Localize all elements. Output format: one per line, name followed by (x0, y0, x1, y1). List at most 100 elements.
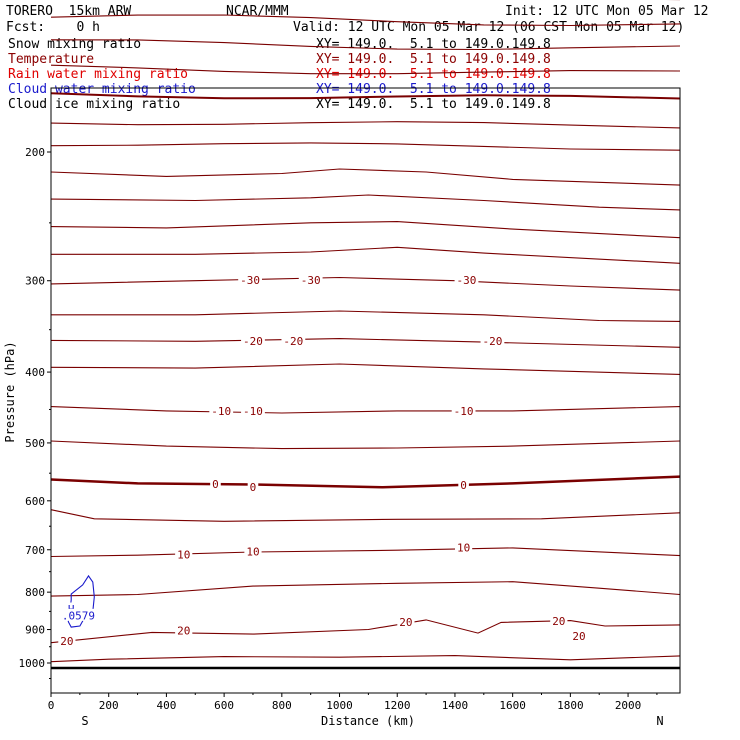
temperature-isotherm (50, 581, 681, 597)
contour-label-bg (298, 273, 323, 286)
contour-label-bg (244, 545, 262, 558)
xy-cloud-water: XY= 149.0. 5.1 to 149.0.149.8 (316, 82, 551, 97)
temperature-isotherm (50, 509, 681, 522)
contour-label: 20 (552, 615, 565, 628)
contour-label: -30 (301, 274, 321, 287)
contour-label: -10 (243, 405, 263, 418)
temperature-isotherm (50, 338, 681, 348)
contour-label-bg (59, 608, 97, 621)
temperature-isotherm (50, 655, 681, 663)
x-tick-label: 600 (214, 699, 234, 712)
plot-frame (50, 87, 681, 694)
contour-label: .0579 (62, 609, 95, 622)
contour-label-bg (247, 480, 259, 493)
x-tick-label: 2000 (615, 699, 642, 712)
contour-label: -20 (483, 335, 503, 348)
x-tick-label: 1800 (557, 699, 584, 712)
x-tick-label: 200 (99, 699, 119, 712)
contour-label: 20 (60, 635, 73, 648)
stratosphere-isotherm (50, 39, 681, 51)
legend-rain: Rain water mixing ratio (8, 67, 189, 82)
contour-label-bg (451, 404, 476, 417)
x-tick-label: 1400 (442, 699, 469, 712)
stratosphere-isotherm (50, 92, 681, 100)
contour-label: 10 (177, 549, 190, 562)
contour-label: -10 (211, 405, 231, 418)
x-tick-label: 0 (48, 699, 55, 712)
legend-temperature: Temperature (8, 52, 95, 67)
y-axis-title: Pressure (hPa) (3, 341, 17, 442)
temperature-isotherm (50, 475, 681, 489)
contour-label-bg (570, 629, 588, 642)
y-axis-ticks: 200 300 400 500 600 700 800 900 1000 (19, 146, 51, 679)
valid-time: Valid: 12 UTC Mon 05 Mar 12 (06 CST Mon … (293, 20, 685, 35)
temperature-contours (50, 0, 681, 663)
contour-label-bg (241, 334, 265, 347)
y-tick-label: 200 (25, 146, 45, 159)
contour-label: 0 (250, 481, 257, 494)
legend-cloud-water: Cloud water mixing ratio (8, 82, 196, 97)
y-tick-label: 400 (25, 366, 45, 379)
contour-label-bg (65, 602, 77, 615)
contour-label: 0 (212, 478, 219, 491)
temperature-isotherm (50, 547, 681, 558)
x-tick-label: 800 (272, 699, 292, 712)
temperature-isotherm (50, 440, 681, 450)
legend-snow: Snow mixing ratio (8, 37, 142, 52)
contour-label: 20 (399, 616, 412, 629)
xy-cloud-ice: XY= 149.0. 5.1 to 149.0.149.8 (316, 97, 551, 112)
contour-label-bg (550, 614, 568, 627)
contour-label-bg (454, 273, 479, 286)
temperature-isotherm (51, 310, 681, 322)
contour-label: 0 (460, 479, 467, 492)
temperature-isotherm (50, 619, 681, 644)
y-tick-label: 800 (25, 586, 45, 599)
contour-label: -30 (457, 274, 477, 287)
south-end-label: S (81, 714, 88, 728)
contour-label-bg (175, 623, 193, 636)
stratosphere-isotherm (50, 142, 681, 151)
temperature-isotherm (50, 406, 681, 414)
xy-rain: XY= 149.0. 5.1 to 149.0.149.8 (316, 67, 551, 82)
temperature-isotherm (50, 276, 681, 291)
contour-label-bg (58, 634, 76, 647)
north-end-label: N (656, 714, 663, 728)
legend-cloud-ice: Cloud ice mixing ratio (8, 97, 181, 112)
contour-label: -10 (454, 405, 474, 418)
x-tick-label: 1200 (384, 699, 411, 712)
temperature-isotherm (50, 168, 681, 186)
stratosphere-isotherm (50, 14, 681, 27)
contour-label-bg (281, 334, 306, 347)
contour-label-bg (455, 540, 473, 553)
contour-labels: -81.37-80.99-81.34-82.08-30-30-30-20-20-… (58, 273, 588, 648)
contour-label-bg (241, 404, 265, 417)
contour-label: 10 (457, 541, 470, 554)
stratosphere-isotherm (50, 64, 681, 75)
contour-label: -20 (243, 335, 263, 348)
init-time: Init: 12 UTC Mon 05 Mar 12 (505, 4, 709, 19)
x-axis-ticks: 0 200 400 600 800 1000 1200 1400 1600 1800 2000 (48, 693, 658, 712)
y-tick-label: 300 (25, 275, 45, 288)
y-tick-label: 700 (25, 544, 45, 557)
y-tick-label: 900 (25, 624, 45, 637)
x-tick-label: 1600 (499, 699, 526, 712)
y-tick-label: 1000 (19, 657, 46, 670)
contour-label: 20 (572, 630, 585, 643)
x-tick-label: 400 (156, 699, 176, 712)
temperature-isotherm (50, 363, 681, 375)
x-tick-label: 1000 (326, 699, 353, 712)
contour-label-bg (397, 615, 415, 628)
contour-label: -30 (240, 274, 260, 287)
x-axis-title: Distance (km) (321, 714, 415, 728)
xy-temperature: XY= 149.0. 5.1 to 149.0.149.8 (316, 52, 551, 67)
contour-label-bg (209, 404, 234, 417)
forecast-hour: Fcst: 0 h (6, 20, 100, 35)
contour-label-bg (458, 478, 469, 491)
contour-label: 20 (177, 624, 190, 637)
contour-label-bg (210, 477, 221, 490)
stratosphere-isotherm (50, 121, 681, 129)
temperature-isotherm (50, 221, 681, 239)
temperature-isotherm (51, 246, 681, 264)
contour-label-bg (480, 334, 505, 347)
